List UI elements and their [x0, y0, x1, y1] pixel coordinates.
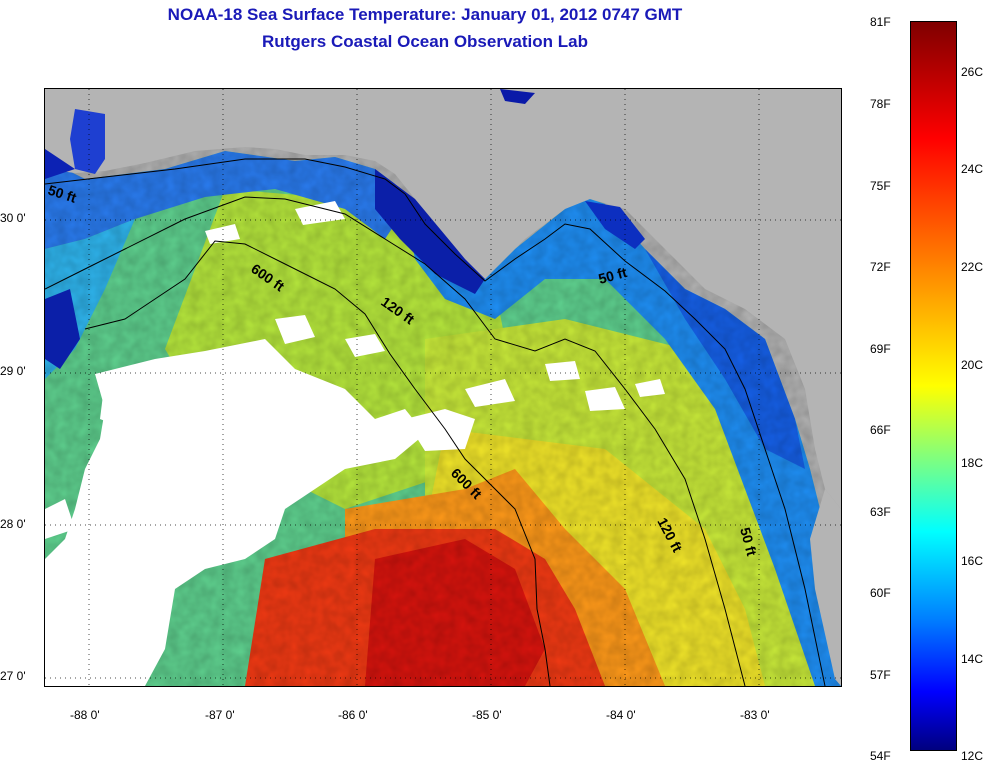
lon-label: -88 0' — [70, 708, 100, 722]
colorbar-c-label: 24C — [961, 162, 984, 176]
colorbar-f-label: 66F — [870, 423, 891, 437]
map-subtitle: Rutgers Coastal Ocean Observation Lab — [262, 32, 588, 51]
colorbar-f-label: 81F — [870, 15, 891, 29]
contour-label: 50 ft — [737, 526, 760, 558]
colorbar-f-label: 75F — [870, 179, 891, 193]
colorbar-c-label: 18C — [961, 456, 984, 470]
bathymetry-contours — [45, 158, 826, 686]
temperature-colorbar — [910, 21, 957, 751]
lon-label: -84 0' — [606, 708, 636, 722]
map-title: NOAA-18 Sea Surface Temperature: January… — [167, 5, 683, 24]
lat-label: 29 0' — [0, 364, 26, 378]
lat-label: 28 0' — [0, 517, 26, 531]
lon-label: -83 0' — [740, 708, 770, 722]
colorbar-c-label: 20C — [961, 358, 984, 372]
sst-map-graphic: 50 ft 600 ft 120 ft 50 ft 600 ft 120 ft … — [45, 89, 841, 686]
colorbar-f-label: 54F — [870, 749, 891, 763]
sst-map: 50 ft 600 ft 120 ft 50 ft 600 ft 120 ft … — [44, 88, 842, 687]
lat-label: 27 0' — [0, 669, 26, 683]
colorbar-f-label: 60F — [870, 586, 891, 600]
lon-label: -85 0' — [472, 708, 502, 722]
colorbar-c-label: 12C — [961, 749, 984, 763]
colorbar-f-label: 72F — [870, 260, 891, 274]
lon-label: -86 0' — [338, 708, 368, 722]
lat-label: 30 0' — [0, 211, 26, 225]
land — [45, 89, 841, 686]
colorbar-f-label: 69F — [870, 342, 891, 356]
colorbar-c-label: 26C — [961, 65, 984, 79]
colorbar-c-label: 14C — [961, 652, 984, 666]
lon-label: -87 0' — [205, 708, 235, 722]
coastal-waters — [45, 89, 645, 369]
colorbar-f-label: 78F — [870, 97, 891, 111]
contour-label: 50 ft — [597, 264, 629, 287]
colorbar-f-label: 57F — [870, 668, 891, 682]
colorbar-c-label: 16C — [961, 554, 984, 568]
cloud-cover — [45, 201, 665, 686]
colorbar-f-label: 63F — [870, 505, 891, 519]
colorbar-c-label: 22C — [961, 260, 984, 274]
